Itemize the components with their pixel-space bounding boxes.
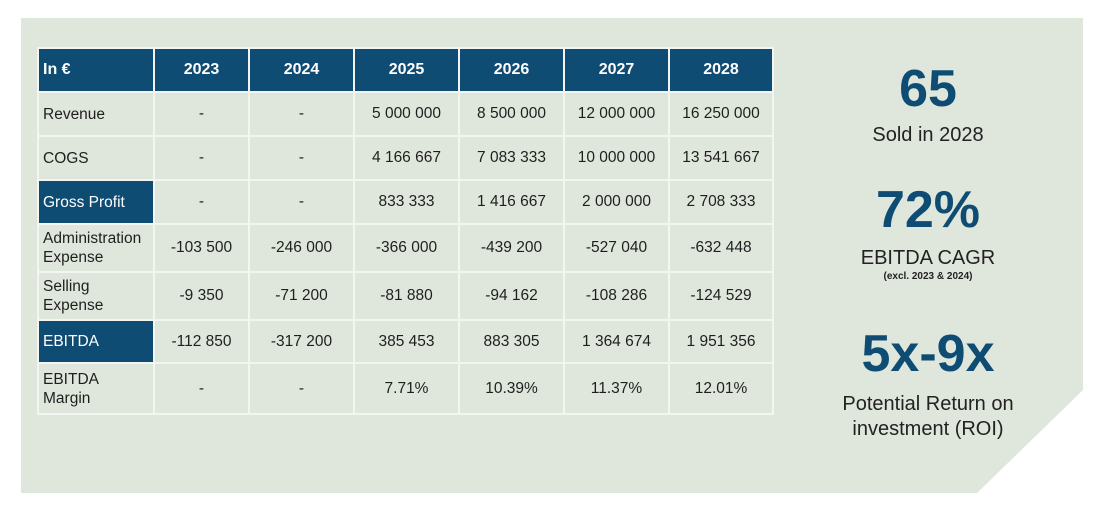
table-cell: 2 708 333 [668,179,774,225]
stat-cagr-caption: EBITDA CAGR [860,247,996,269]
header-cell-2024: 2024 [248,47,355,93]
table-cell: 12 000 000 [563,91,670,137]
table-cell: - [248,135,355,181]
table-cell: 1 416 667 [458,179,565,225]
table-row: Selling Expense -9 350 -71 200 -81 880 -… [37,271,774,321]
table-row: Administration Expense -103 500 -246 000… [37,223,774,273]
table-row: COGS - - 4 166 667 7 083 333 10 000 000 … [37,135,774,181]
table-cell: 2 000 000 [563,179,670,225]
row-label-revenue: Revenue [37,91,155,137]
table-cell: 385 453 [353,319,460,364]
row-label-cogs: COGS [37,135,155,181]
header-cell-2027: 2027 [563,47,670,93]
row-label-ebitda-margin: EBITDA Margin [37,362,155,415]
table-cell: -246 000 [248,223,355,273]
table-cell: -366 000 [353,223,460,273]
table-cell: -94 162 [458,271,565,321]
table-cell: -9 350 [153,271,250,321]
table-cell: 7 083 333 [458,135,565,181]
table-cell: - [153,135,250,181]
table-cell: -527 040 [563,223,670,273]
header-cell-currency: In € [37,47,155,93]
table-cell: 16 250 000 [668,91,774,137]
table-cell: 1 364 674 [563,319,670,364]
table-row: EBITDA -112 850 -317 200 385 453 883 305… [37,319,774,364]
table-header-row: In € 2023 2024 2025 2026 2027 2028 [37,47,774,93]
table-row: Revenue - - 5 000 000 8 500 000 12 000 0… [37,91,774,137]
stat-cagr-note: (excl. 2023 & 2024) [883,271,973,282]
table-cell: 4 166 667 [353,135,460,181]
table-cell: - [248,362,355,415]
header-cell-2026: 2026 [458,47,565,93]
header-cell-2025: 2025 [353,47,460,93]
table-cell: 10 000 000 [563,135,670,181]
table-cell: -71 200 [248,271,355,321]
table-cell: -112 850 [153,319,250,364]
table-cell: 10.39% [458,362,565,415]
header-cell-2023: 2023 [153,47,250,93]
table-cell: 11.37% [563,362,670,415]
header-cell-2028: 2028 [668,47,774,93]
stat-sold-caption: Sold in 2028 [872,124,984,146]
table-cell: 12.01% [668,362,774,415]
row-label-administration-expense: Administration Expense [37,223,155,273]
table-cell: 833 333 [353,179,460,225]
table-cell: -103 500 [153,223,250,273]
row-label-gross-profit: Gross Profit [37,179,155,225]
stat-roi: 5x-9x Potential Return on investment (RO… [820,326,1036,442]
table-cell: 5 000 000 [353,91,460,137]
stat-ebitda-cagr: 72% EBITDA CAGR (excl. 2023 & 2024) [820,182,1036,283]
table-row: EBITDA Margin - - 7.71% 10.39% 11.37% 12… [37,362,774,415]
table-cell: 8 500 000 [458,91,565,137]
table-cell: - [248,179,355,225]
row-label-ebitda: EBITDA [37,319,155,364]
stat-roi-caption: Potential Return on investment (ROI) [842,393,1014,440]
financial-table: In € 2023 2024 2025 2026 2027 2028 Reven… [37,47,774,415]
table-cell: 883 305 [458,319,565,364]
table-cell: -108 286 [563,271,670,321]
table-cell: -632 448 [668,223,774,273]
table-cell: -317 200 [248,319,355,364]
table-cell: - [153,179,250,225]
stat-sold: 65 Sold in 2028 [820,61,1036,148]
table-cell: 13 541 667 [668,135,774,181]
table-cell: -439 200 [458,223,565,273]
table-cell: -81 880 [353,271,460,321]
table-cell: - [153,362,250,415]
table-cell: 7.71% [353,362,460,415]
stat-roi-value: 5x-9x [861,325,995,383]
row-label-selling-expense: Selling Expense [37,271,155,321]
stat-cagr-value: 72% [875,181,981,239]
stat-sold-value: 65 [899,60,957,118]
table-cell: 1 951 356 [668,319,774,364]
table-row: Gross Profit - - 833 333 1 416 667 2 000… [37,179,774,225]
table-cell: - [153,91,250,137]
table-cell: - [248,91,355,137]
table-cell: -124 529 [668,271,774,321]
